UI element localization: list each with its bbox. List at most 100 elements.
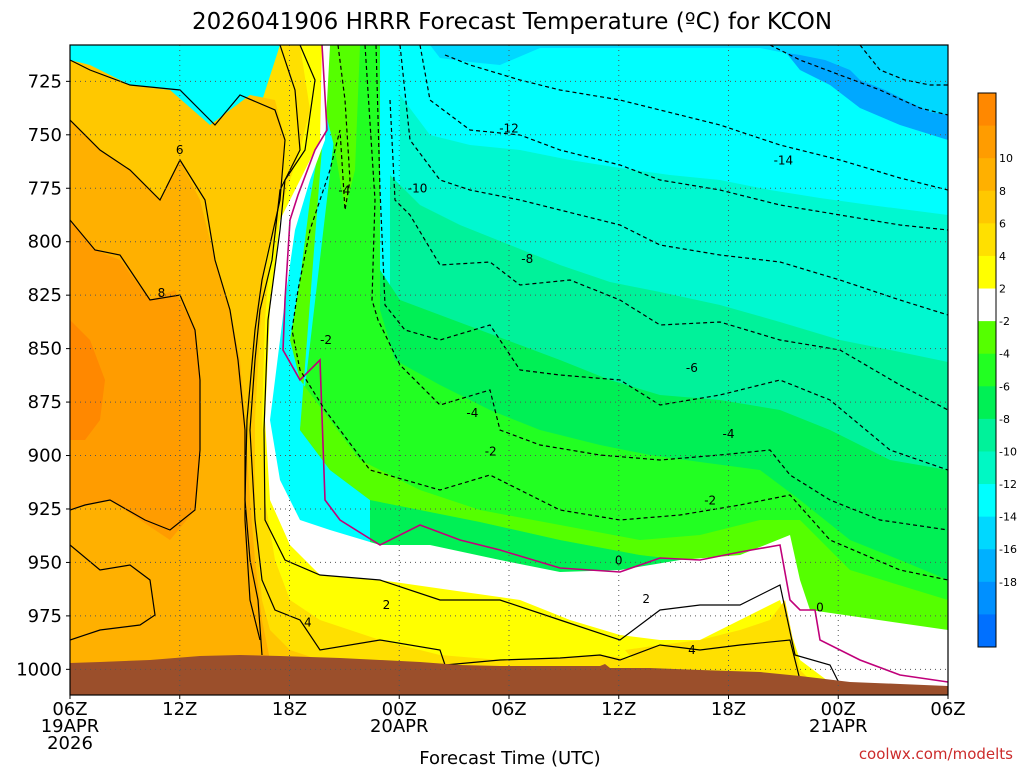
- colorbar-label: -14: [999, 511, 1017, 524]
- x-tick-label: 21APR: [809, 716, 868, 737]
- contour-plus10-lower: [70, 544, 156, 641]
- colorbar-label: 10: [999, 152, 1013, 165]
- contour-label: 2: [383, 598, 391, 612]
- colorbar-swatch: [978, 321, 996, 355]
- y-axis: 725 750 775 800 825 850 875 900 925 950 975 1000: [16, 71, 70, 680]
- contour-minus2: [291, 45, 948, 581]
- field-late-warm: [625, 600, 795, 675]
- x-tick-label: 00Z: [821, 699, 856, 720]
- colorbar-label: -2: [999, 315, 1010, 328]
- y-tick-label: 875: [28, 392, 62, 413]
- contour-label: -4: [466, 406, 478, 420]
- x-tick-label: 2026: [47, 733, 93, 754]
- colorbar-label: 4: [999, 250, 1006, 263]
- field-plus10: [70, 220, 200, 540]
- contour-minus12: [419, 45, 948, 231]
- y-tick-label: 975: [28, 606, 62, 627]
- colorbar-label: 2: [999, 283, 1006, 296]
- x-tick-label: 18Z: [272, 699, 307, 720]
- colorbar-label: 8: [999, 185, 1006, 198]
- y-tick-label: 950: [28, 552, 62, 573]
- contour-label: -14: [774, 153, 794, 167]
- y-tick-label: 825: [28, 285, 62, 306]
- colorbar-swatch: [978, 516, 996, 550]
- x-tick-label: 00Z: [382, 699, 417, 720]
- x-tick-label: 12Z: [162, 699, 197, 720]
- colorbar-swatch: [978, 158, 996, 192]
- colorbar-label: -10: [999, 445, 1017, 458]
- x-tick-label: 19APR: [41, 716, 100, 737]
- x-tick-label: 18Z: [711, 699, 746, 720]
- colorbar-swatch: [978, 581, 996, 615]
- y-tick-label: 1000: [16, 659, 62, 680]
- colorbar-label: 6: [999, 217, 1006, 230]
- contour-zero: [282, 45, 948, 683]
- colorbar-swatch: [978, 255, 996, 290]
- contour-label: -6: [686, 361, 698, 375]
- colorbar-swatch: [978, 386, 996, 420]
- field-plus8: [70, 120, 360, 695]
- colorbar-label: -16: [999, 543, 1017, 556]
- contour-label: 4: [688, 643, 696, 657]
- contour-minus18: [859, 45, 948, 86]
- credit-text: coolwx.com/modelts: [859, 745, 1013, 763]
- contour-minus14: [444, 54, 948, 191]
- colorbar: 10 8 6 4 2 -2 -4 -6 -8 -10 -12 -14 -16 -18: [977, 92, 1017, 648]
- contour-label: -10: [408, 181, 428, 195]
- contour-label: -8: [521, 252, 533, 266]
- contour-labels: 6 8 4 2 -2 -4 -10 -12 -8 -4 -2 0 2 4 -6 -4 -2 -14 0: [158, 121, 824, 657]
- contour-plus6: [70, 59, 286, 656]
- colorbar-label: -18: [999, 576, 1017, 589]
- y-tick-label: 750: [28, 125, 62, 146]
- contour-label: -2: [320, 333, 332, 347]
- contour-label: -2: [704, 493, 716, 507]
- colorbar-label: -8: [999, 413, 1010, 426]
- contour-lines: [70, 45, 948, 695]
- contour-plus4: [249, 45, 801, 681]
- x-tick-label: 06Z: [491, 699, 526, 720]
- contour-plus2: [263, 45, 846, 695]
- colorbar-frame: [977, 92, 997, 648]
- contour-plus10: [70, 219, 201, 531]
- grid: [70, 45, 948, 695]
- x-tick-label: 06Z: [52, 699, 87, 720]
- contour-label: 2: [642, 592, 650, 606]
- colorbar-swatch: [978, 484, 996, 518]
- field-plus12: [70, 320, 105, 440]
- contour-label: -12: [499, 121, 519, 135]
- colorbar-label: -4: [999, 348, 1010, 361]
- colorbar-swatch: [978, 93, 996, 127]
- colorbar-swatch: [978, 223, 996, 257]
- field-minus6: [300, 45, 948, 625]
- colorbar-swatch: [978, 288, 996, 322]
- field-minus2-zero: [70, 45, 948, 695]
- y-tick-label: 800: [28, 232, 62, 253]
- contour-label: -2: [485, 444, 497, 458]
- field-minus4: [290, 45, 948, 630]
- plot-area: [70, 45, 948, 695]
- colorbar-swatch: [978, 418, 996, 452]
- contour-minus8: [389, 99, 948, 411]
- x-axis-label: Forecast Time (UTC): [419, 748, 600, 768]
- colorbar-swatch: [978, 451, 996, 485]
- contour-label: 0: [816, 600, 824, 614]
- y-tick-label: 925: [28, 499, 62, 520]
- contour-minus10: [399, 45, 948, 316]
- colorbar-swatch: [978, 549, 996, 583]
- colorbar-label: -12: [999, 478, 1017, 491]
- y-tick-label: 900: [28, 446, 62, 467]
- contour-label: 0: [615, 553, 623, 567]
- contour-label: 4: [304, 615, 312, 629]
- y-tick-label: 725: [28, 71, 62, 92]
- colorbar-swatch: [978, 190, 996, 224]
- y-tick-label: 775: [28, 178, 62, 199]
- contour-minus4: [364, 45, 948, 531]
- contour-label: -4: [338, 183, 350, 197]
- contour-label: -4: [723, 427, 735, 441]
- colorbar-label: -6: [999, 380, 1010, 393]
- field-minus14: [430, 45, 948, 115]
- x-tick-label: 12Z: [601, 699, 636, 720]
- chart-title: 2026041906 HRRR Forecast Temperature (ºC…: [192, 9, 832, 35]
- x-tick-label: 06Z: [930, 699, 965, 720]
